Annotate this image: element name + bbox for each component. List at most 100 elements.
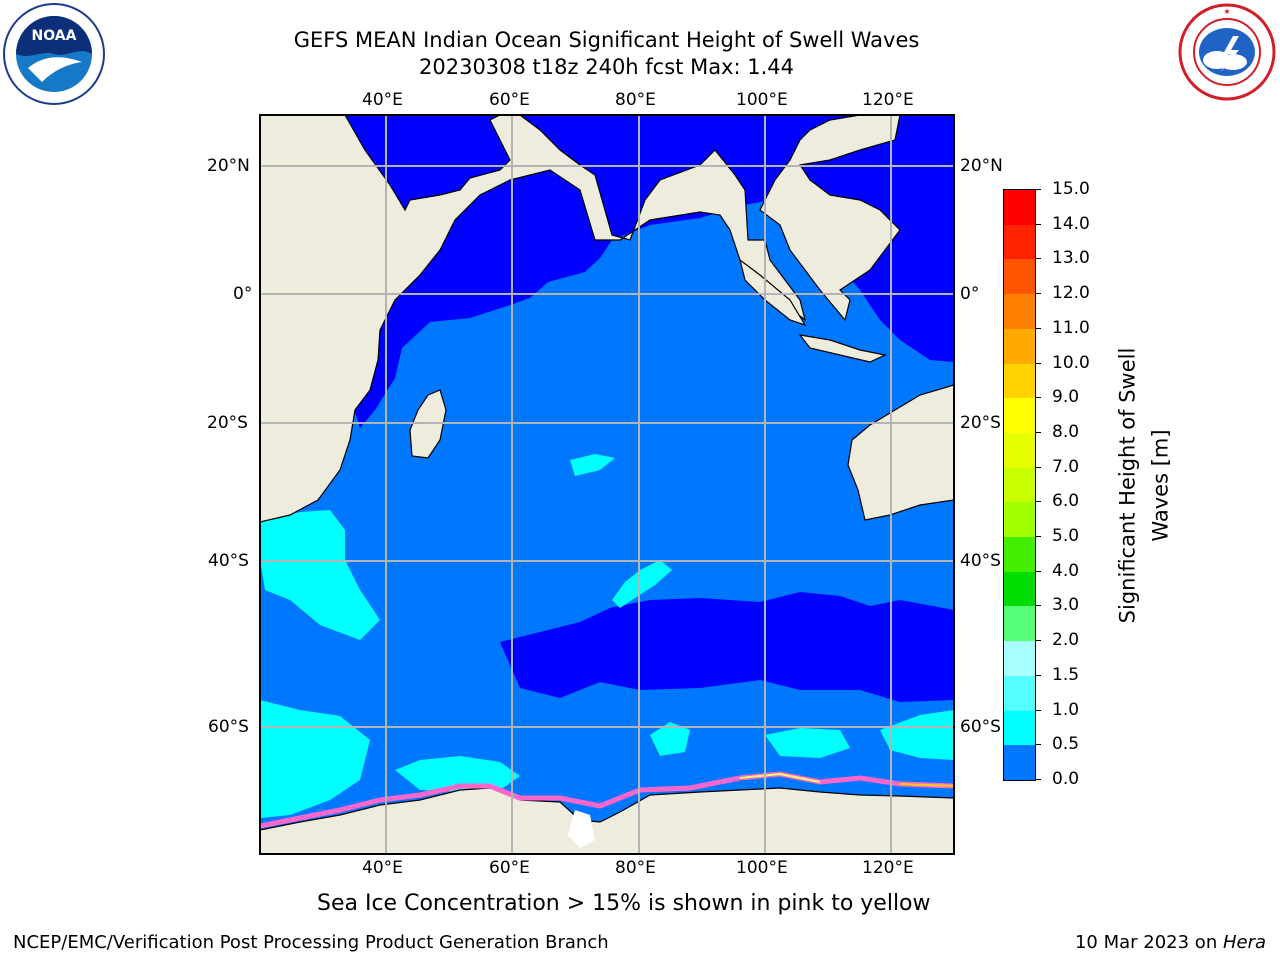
colorbar-tick-label: 14.0 (1052, 213, 1090, 234)
ocean-high-swell-southwest (260, 700, 370, 818)
ocean-high-swell-patch-4 (765, 728, 850, 758)
lon-bottom-label: 120°E (862, 858, 914, 878)
map-subtitle: 20230308 t18z 240h fcst Max: 1.44 (419, 55, 794, 79)
colorbar-segment (1004, 467, 1035, 503)
lat-left-label: 60°S (208, 717, 249, 737)
nws-logo: ★ (1177, 2, 1277, 102)
colorbar-segment (1004, 710, 1035, 746)
colorbar-tick-mark (1035, 223, 1041, 225)
colorbar-tick-mark (1035, 709, 1041, 711)
colorbar-tick-label: 2.0 (1052, 630, 1080, 651)
colorbar-tick-label: 6.0 (1052, 491, 1080, 512)
colorbar-tick-label: 0.0 (1052, 769, 1080, 789)
noaa-logo: NOAA (2, 2, 106, 106)
colorbar-segment (1004, 294, 1035, 330)
colorbar-tick-mark (1035, 362, 1041, 364)
colorbar-tick-mark (1035, 293, 1041, 295)
colorbar-segment (1004, 606, 1035, 642)
land-java (798, 334, 887, 363)
colorbar-segment (1004, 675, 1035, 712)
colorbar-tick-mark (1035, 189, 1041, 190)
colorbar-segment (1004, 745, 1035, 781)
lon-bottom-label: 100°E (736, 858, 788, 878)
colorbar-segment (1004, 224, 1035, 260)
colorbar-tick-mark (1035, 674, 1041, 676)
footer-right: 10 Mar 2023 on Hera (1075, 932, 1266, 954)
lat-right-label: 0° (960, 284, 980, 304)
lat-left-label: 20°S (207, 413, 248, 433)
sea-ice-high-concentration (739, 772, 821, 783)
lon-top-label: 100°E (736, 90, 788, 110)
colorbar-tick-mark (1035, 327, 1041, 329)
lat-right-label: 40°S (960, 551, 1001, 571)
colorbar-segment (1004, 502, 1035, 538)
colorbar-tick-mark (1035, 501, 1041, 503)
colorbar-tick-mark (1035, 536, 1041, 538)
colorbar-segment (1004, 363, 1035, 399)
colorbar-tick-mark (1035, 570, 1041, 572)
lon-top-label: 80°E (615, 90, 656, 110)
colorbar-tick-label: 11.0 (1052, 317, 1090, 338)
ocean-high-swell-patch-5 (880, 710, 954, 760)
colorbar-segment (1004, 328, 1035, 365)
nws-logo-graphic: ★ (1178, 3, 1276, 101)
noaa-logo-text: NOAA (32, 28, 77, 44)
lon-bottom-label: 40°E (362, 858, 403, 878)
graticule (260, 115, 954, 854)
lat-left-label: 0° (233, 284, 253, 304)
colorbar-segment (1004, 432, 1035, 469)
lon-top-label: 60°E (489, 90, 530, 110)
colorbar-tick-mark (1035, 605, 1041, 607)
colorbar-segment (1004, 537, 1035, 573)
ocean-high-swell-patch-2 (612, 560, 672, 608)
colorbar-tick-label: 10.0 (1052, 352, 1090, 373)
sea-ice-high-concentration-east (899, 783, 954, 787)
footer-date: 10 Mar 2023 on (1074, 932, 1223, 953)
lon-bottom-label: 80°E (615, 858, 656, 878)
land-australia (847, 384, 954, 521)
svg-text:★: ★ (1223, 7, 1230, 16)
colorbar-segment (1004, 190, 1035, 226)
lat-left-label: 20°N (207, 156, 250, 176)
land-africa-asia (260, 115, 807, 523)
sea-ice-edge (260, 771, 954, 829)
colorbar-tick-mark (1035, 466, 1041, 468)
ocean-high-swell-west (260, 510, 380, 640)
lon-bottom-label: 60°E (489, 858, 530, 878)
colorbar-segment (1004, 641, 1035, 677)
lat-right-label: 20°S (960, 413, 1001, 433)
colorbar-label-line1: Significant Height of Swell (1115, 347, 1140, 624)
ocean-low-swell-south (500, 592, 954, 702)
map-frame (259, 114, 955, 855)
lat-right-label: 60°S (960, 717, 1001, 737)
colorbar-tick-label: 9.0 (1052, 387, 1080, 408)
lat-right-label: 20°N (960, 156, 1003, 176)
colorbar-tick-label: 5.0 (1052, 526, 1080, 547)
colorbar-tick-mark (1035, 258, 1041, 260)
lat-left-label: 40°S (208, 551, 249, 571)
colorbar-segment (1004, 398, 1035, 434)
colorbar-tick-label: 13.0 (1052, 248, 1090, 269)
ocean-mid-patch (780, 300, 890, 440)
colorbar-tick-mark (1035, 779, 1041, 780)
colorbar-segment (1004, 259, 1035, 295)
footer-left: NCEP/EMC/Verification Post Processing Pr… (13, 932, 609, 953)
colorbar-label-line2: Waves [m] (1148, 429, 1173, 542)
colorbar-segment (1004, 571, 1035, 607)
colorbar-tick-label: 15.0 (1052, 179, 1090, 199)
colorbar-tick-label: 0.5 (1052, 734, 1080, 755)
noaa-logo-graphic: NOAA (3, 3, 105, 105)
lon-top-label: 120°E (862, 90, 914, 110)
colorbar-tick-label: 8.0 (1052, 421, 1080, 442)
colorbar-tick-mark (1035, 744, 1041, 746)
colorbar-tick-label: 3.0 (1052, 595, 1080, 616)
colorbar-tick-mark (1035, 397, 1041, 399)
map-title: GEFS MEAN Indian Ocean Significant Heigh… (293, 28, 920, 52)
colorbar-tick-label: 1.5 (1052, 664, 1080, 685)
colorbar-tick-mark (1035, 431, 1041, 433)
colorbar-tick-label: 7.0 (1052, 456, 1080, 477)
ice-shelf-gap (568, 810, 595, 848)
colorbar-tick-label: 4.0 (1052, 560, 1080, 581)
colorbar-tick-mark (1035, 640, 1041, 642)
